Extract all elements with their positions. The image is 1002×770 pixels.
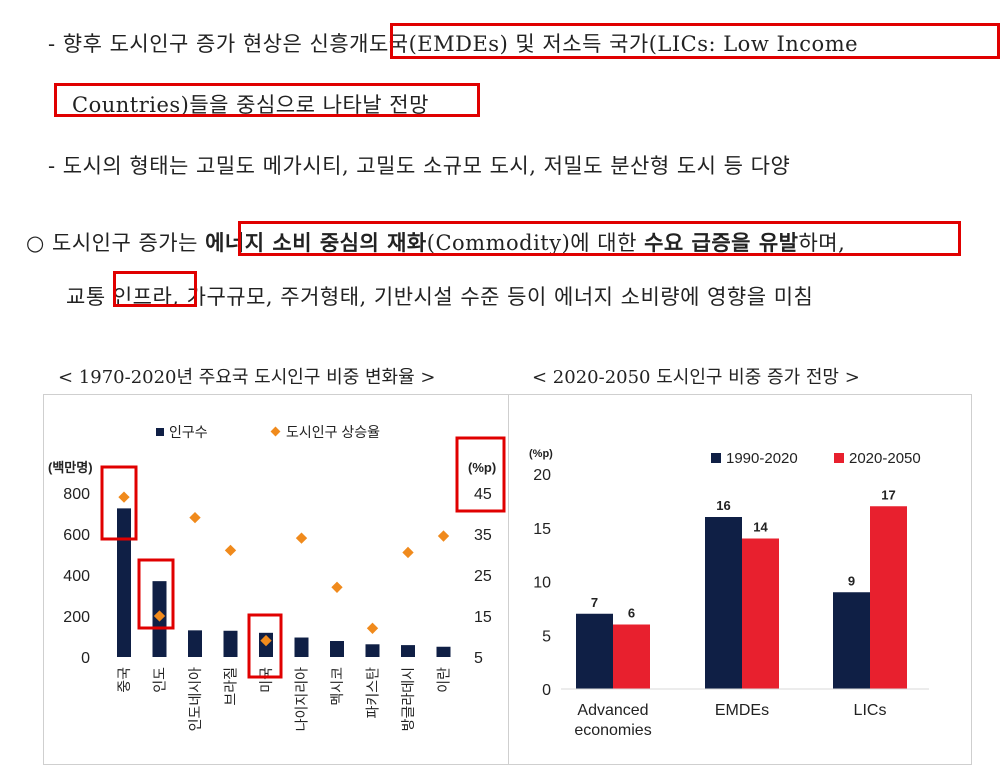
x-category-label: economies — [574, 722, 651, 739]
bar-population — [117, 508, 131, 657]
line4-bold-2: 수요 급증을 유발 — [644, 230, 799, 255]
y-tick-label: 10 — [533, 575, 551, 592]
highlight-box — [137, 558, 175, 630]
line4-suffix: 하며, — [798, 231, 846, 255]
bullet-line-1: - 향후 도시인구 증가 현상은 신흥개도국(EMDEs) 및 저소득 국가(L… — [48, 28, 858, 58]
bar-1990-2020 — [705, 517, 742, 689]
data-label: 16 — [716, 498, 730, 513]
left-chart-frame: 인구수 도시인구 상승율 (백만명) (%p) 0 200 400 600 800 5 15 25 35… — [43, 394, 509, 765]
x-category-label: 브라질 — [223, 667, 239, 706]
line5-suffix: , 가구규모, 주거형태, 기반시설 수준 등이 에너지 소비량에 영향을 미침 — [172, 285, 814, 309]
x-category-label: EMDEs — [715, 702, 769, 719]
bar-population — [223, 630, 238, 657]
highlight-box-4 — [113, 271, 197, 307]
line5-prefix: 교통 — [66, 285, 113, 309]
y-axis-title: (%p) — [529, 448, 553, 460]
circle-paragraph-line-1: ○ 도시인구 증가는 에너지 소비 중심의 재화(Commodity)에 대한 … — [26, 227, 845, 257]
circle-bullet: ○ — [26, 231, 45, 255]
bar-population — [365, 644, 380, 657]
x-category-label: 인도 — [152, 667, 168, 693]
point-urban-rate — [118, 491, 130, 503]
highlight-box — [100, 465, 138, 541]
x-category-label: 인도네시아 — [187, 667, 203, 732]
legend-label-2020-2050: 2020-2050 — [849, 450, 921, 467]
x-category-label: 중국 — [116, 667, 132, 693]
x-category-label: 이란 — [436, 667, 452, 693]
data-label: 7 — [591, 595, 598, 610]
bar-2020-2050 — [613, 624, 650, 689]
x-category-label: 방글라데시 — [400, 667, 416, 731]
y-left-tick-label: 800 — [63, 486, 90, 503]
bar-1990-2020 — [576, 613, 613, 689]
point-urban-rate — [366, 622, 379, 634]
y-left-tick-label: 0 — [81, 650, 90, 667]
y-tick-label: 5 — [542, 628, 551, 645]
x-category-label: LICs — [854, 702, 887, 719]
y-left-axis-title: (백만명) — [48, 460, 93, 475]
y-right-tick-label: 15 — [474, 609, 492, 626]
data-label: 14 — [753, 520, 768, 535]
bar-population — [436, 646, 451, 657]
line3-text: - 도시의 형태는 고밀도 메가시티, 고밀도 소규모 도시, 저밀도 분산형 … — [48, 154, 791, 178]
bar-population — [188, 630, 202, 657]
bar-1990-2020 — [833, 592, 870, 689]
legend-marker-population — [156, 428, 164, 436]
bullet-line-3: - 도시의 형태는 고밀도 메가시티, 고밀도 소규모 도시, 저밀도 분산형 … — [48, 150, 790, 180]
point-urban-rate — [224, 544, 237, 557]
y-tick-label: 0 — [542, 682, 551, 699]
data-label: 17 — [881, 487, 895, 502]
line1-prefix: - 향후 도시인구 증가 현상은 — [48, 32, 310, 56]
y-right-tick-label: 35 — [474, 527, 492, 544]
legend-marker-1990-2020 — [711, 453, 721, 463]
right-chart-caption: < 2020-2050 도시인구 비중 증가 전망 > — [532, 367, 860, 388]
data-label: 9 — [848, 573, 855, 588]
y-left-tick-label: 600 — [63, 527, 90, 544]
highlight-box — [247, 613, 283, 679]
point-urban-rate — [189, 511, 201, 524]
legend-label-1990-2020: 1990-2020 — [726, 450, 798, 467]
bar-population — [401, 645, 415, 657]
bar-population — [294, 637, 309, 657]
y-right-tick-label: 45 — [474, 486, 492, 503]
data-label: 6 — [628, 606, 635, 621]
bar-2020-2050 — [742, 538, 779, 689]
legend-marker-2020-2050 — [834, 453, 844, 463]
line4-bold-1: 에너지 소비 중심의 재화 — [205, 230, 427, 255]
x-category-label: 나이지리아 — [294, 667, 310, 732]
line4-prefix: 도시인구 증가는 — [52, 231, 206, 255]
point-urban-rate — [402, 546, 414, 559]
line1-highlight: 신흥개도국(EMDEs) 및 저소득 국가(LICs: Low Income — [309, 32, 859, 56]
legend-label-population: 인구수 — [169, 424, 208, 440]
x-category-label: Advanced — [577, 702, 648, 719]
line4-mid: (Commodity)에 대한 — [426, 231, 645, 255]
y-tick-label: 15 — [533, 521, 551, 538]
highlight-box-3 — [238, 221, 961, 256]
right-chart-frame: 1990-2020 2020-2050 (%p) 0 5 10 15 20 7 6 Advanced… — [508, 394, 972, 765]
y-left-tick-label: 200 — [63, 609, 90, 626]
y-right-axis-title: (%p) — [468, 460, 496, 475]
y-right-tick-label: 5 — [474, 650, 483, 667]
legend-label-urban-rate: 도시인구 상승율 — [286, 424, 380, 440]
bar-population — [330, 641, 344, 657]
right-chart: 1990-2020 2020-2050 (%p) 0 5 10 15 20 7 6 Advanced… — [529, 448, 929, 739]
bar-2020-2050 — [870, 506, 907, 689]
highlight-box-2 — [54, 83, 480, 117]
left-chart: 인구수 도시인구 상승율 (백만명) (%p) 0 200 400 600 800 5 15 25 35… — [48, 424, 506, 732]
y-tick-label: 20 — [533, 467, 551, 484]
point-urban-rate — [331, 581, 343, 593]
bullet-line-2: Countries)들을 중심으로 나타날 전망 — [72, 89, 429, 119]
x-category-label: 미국 — [258, 667, 274, 693]
x-category-label: 파키스탄 — [365, 667, 381, 719]
legend-marker-urban-rate — [270, 426, 281, 437]
left-chart-caption: < 1970-2020년 주요국 도시인구 비중 변화율 > — [58, 367, 436, 388]
line2-text: Countries)들을 중심으로 나타날 전망 — [72, 93, 429, 117]
point-urban-rate — [437, 530, 450, 542]
x-category-label: 멕시코 — [329, 667, 345, 706]
highlight-box — [455, 436, 506, 513]
y-left-tick-label: 400 — [63, 568, 90, 585]
point-urban-rate — [260, 634, 272, 647]
highlight-box-1 — [390, 23, 1000, 59]
point-urban-rate — [295, 532, 308, 544]
y-right-tick-label: 25 — [474, 568, 492, 585]
